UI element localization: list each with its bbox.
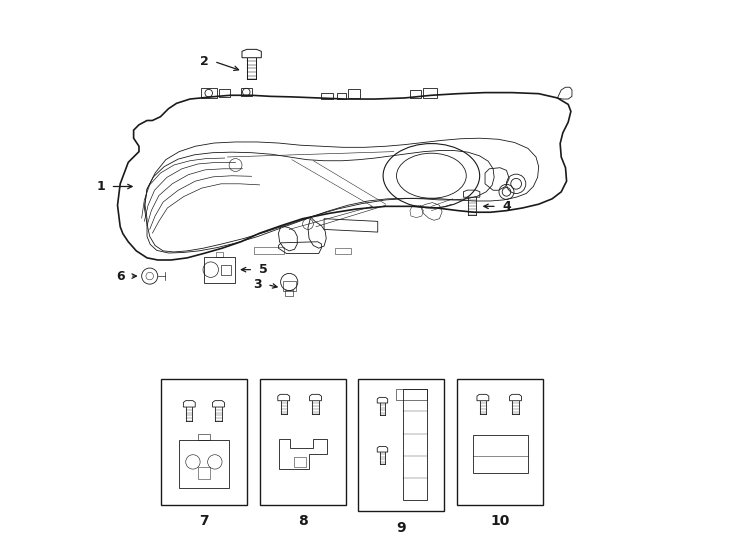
Bar: [335, 248, 351, 254]
Bar: [457, 379, 543, 505]
Bar: [254, 247, 284, 254]
Bar: [260, 379, 346, 505]
Text: 3: 3: [253, 278, 262, 291]
Bar: [396, 389, 427, 400]
Bar: [179, 440, 229, 488]
Text: 4: 4: [502, 200, 511, 213]
Bar: [294, 457, 306, 467]
Text: 2: 2: [200, 55, 208, 68]
Bar: [198, 467, 210, 478]
Bar: [219, 90, 230, 97]
Bar: [161, 379, 247, 505]
Bar: [216, 252, 223, 257]
Bar: [473, 435, 528, 473]
Text: 9: 9: [396, 521, 406, 535]
Text: 10: 10: [490, 514, 509, 528]
Text: 6: 6: [116, 269, 125, 282]
Bar: [283, 281, 296, 291]
Text: 1: 1: [96, 180, 105, 193]
Bar: [348, 90, 360, 98]
Bar: [321, 92, 333, 99]
Bar: [358, 379, 444, 511]
Bar: [424, 89, 437, 98]
Text: 5: 5: [258, 263, 267, 276]
Text: 8: 8: [298, 514, 308, 528]
Bar: [338, 92, 346, 99]
Bar: [286, 289, 293, 296]
Bar: [403, 389, 427, 501]
Bar: [241, 89, 252, 96]
Bar: [200, 89, 217, 98]
Bar: [204, 257, 235, 282]
Bar: [410, 91, 421, 98]
Bar: [221, 265, 231, 275]
Text: 7: 7: [199, 514, 208, 528]
Bar: [198, 434, 210, 440]
